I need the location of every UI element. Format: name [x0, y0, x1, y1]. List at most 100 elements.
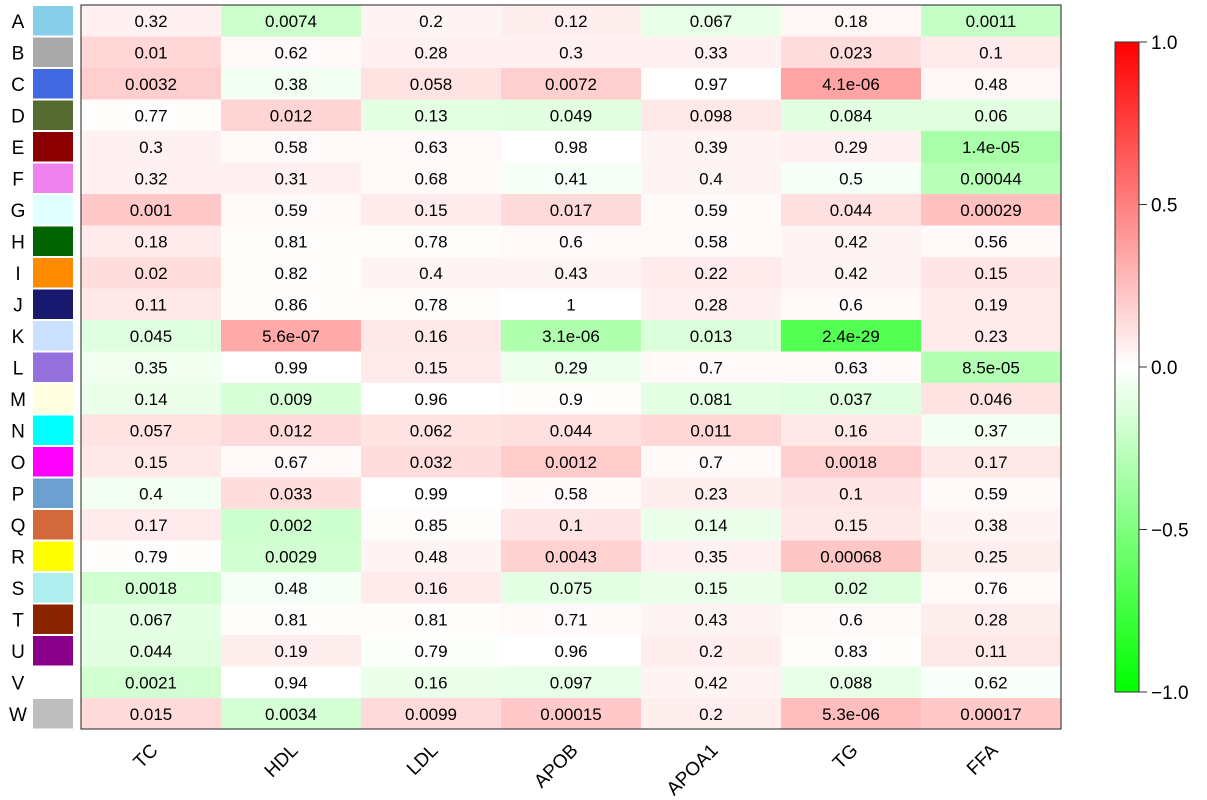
- heatmap-cell: [221, 36, 361, 68]
- cell-value-label: 0.86: [274, 295, 307, 314]
- heatmap-cell: [361, 162, 501, 194]
- cell-value-label: 0.59: [274, 201, 307, 220]
- heatmap-cell: [641, 288, 781, 320]
- heatmap-cell: [221, 225, 361, 257]
- row-color-swatch: [33, 541, 73, 571]
- heatmap-cell: [781, 225, 921, 257]
- column-label: LDL: [403, 740, 442, 779]
- cell-value-label: 0.015: [130, 705, 173, 724]
- cell-value-label: 0.67: [274, 453, 307, 472]
- cell-value-label: 0.38: [974, 516, 1007, 535]
- heatmap-cell: [501, 36, 641, 68]
- heatmap-cell: [501, 225, 641, 257]
- cell-value-label: 0.58: [694, 232, 727, 251]
- heatmap-cell: [921, 131, 1061, 163]
- row-label: C: [11, 75, 25, 96]
- cell-value-label: 0.9: [559, 390, 583, 409]
- heatmap-cell: [921, 477, 1061, 509]
- heatmap-cell: [221, 131, 361, 163]
- cell-value-label: 0.0021: [125, 673, 177, 692]
- column-label: TG: [829, 740, 863, 774]
- row-label: B: [12, 43, 25, 64]
- row-label: A: [12, 12, 25, 33]
- heatmap-cell: [781, 320, 921, 352]
- heatmap-cell: [501, 477, 641, 509]
- heatmap-cell: [781, 5, 921, 37]
- heatmap-cell: [501, 131, 641, 163]
- cell-value-label: 0.32: [134, 169, 167, 188]
- row-color-swatches: [33, 6, 73, 729]
- cell-value-label: 0.16: [414, 579, 447, 598]
- cell-value-label: 0.15: [974, 264, 1007, 283]
- plot-frame: [80, 4, 1062, 730]
- row-label: Q: [11, 516, 26, 537]
- heatmap-cell: [361, 414, 501, 446]
- cell-value-label: 0.0018: [125, 579, 177, 598]
- cell-value-label: 0.044: [830, 201, 873, 220]
- cell-value-label: 0.4: [139, 484, 163, 503]
- row-color-swatch: [33, 37, 73, 67]
- color-legend: 1.0 0.5 0.0 −0.5 −1.0: [1114, 33, 1189, 704]
- heatmap-cell: [781, 666, 921, 698]
- row-label: K: [12, 327, 25, 348]
- cell-value-label: 0.049: [550, 106, 593, 125]
- cell-value-label: 0.14: [694, 516, 727, 535]
- heatmap-cell: [781, 540, 921, 572]
- column-label: TC: [130, 740, 163, 773]
- cell-value-label: 0.4: [419, 264, 443, 283]
- heatmap-cell: [81, 635, 221, 667]
- heatmap-cell: [641, 509, 781, 541]
- cell-value-label: 0.33: [694, 43, 727, 62]
- heatmap-cell: [81, 99, 221, 131]
- heatmap-cell: [921, 383, 1061, 415]
- heatmap-cell: [501, 5, 641, 37]
- cell-value-label: 0.012: [270, 421, 313, 440]
- cell-value-label: 0.001: [130, 201, 173, 220]
- cell-value-label: 0.011: [690, 421, 731, 440]
- heatmap-cell: [641, 383, 781, 415]
- heatmap-cell: [501, 509, 641, 541]
- heatmap-cell: [501, 288, 641, 320]
- column-label: APOB: [530, 740, 582, 792]
- heatmap-cell: [921, 635, 1061, 667]
- cell-value-label: 0.058: [410, 75, 453, 94]
- cell-value-label: 0.002: [270, 516, 313, 535]
- heatmap-cell: [221, 572, 361, 604]
- cell-value-label: 1: [566, 295, 575, 314]
- cell-value-label: 0.42: [694, 673, 727, 692]
- heatmap-cell: [501, 99, 641, 131]
- row-color-swatch: [33, 478, 73, 508]
- heatmap-cell: [781, 509, 921, 541]
- heatmap-cell: [641, 351, 781, 383]
- heatmap-cell: [921, 225, 1061, 257]
- row-label: U: [11, 642, 25, 663]
- row-color-swatch: [33, 447, 73, 477]
- heatmap-cell: [641, 572, 781, 604]
- heatmap-cell: [221, 666, 361, 698]
- heatmap-cell: [361, 68, 501, 100]
- heatmap-cell: [81, 383, 221, 415]
- heatmap-cell: [641, 68, 781, 100]
- cell-value-label: 0.13: [414, 106, 447, 125]
- cell-value-label: 0.0011: [966, 12, 1017, 31]
- cell-value-label: 0.43: [554, 264, 587, 283]
- cell-value-label: 0.00029: [960, 201, 1021, 220]
- row-color-swatch: [33, 699, 73, 729]
- cell-value-label: 0.79: [134, 547, 167, 566]
- cell-value-label: 0.0018: [825, 453, 877, 472]
- heatmap-cell: [81, 288, 221, 320]
- heatmap-cell: [81, 5, 221, 37]
- cell-value-label: 0.6: [839, 295, 863, 314]
- heatmap-cell: [501, 635, 641, 667]
- heatmap-cell: [781, 603, 921, 635]
- heatmap-cell: [641, 194, 781, 226]
- cell-value-label: 0.39: [694, 138, 727, 157]
- heatmap-cell: [501, 68, 641, 100]
- cell-value-label: 0.15: [414, 201, 447, 220]
- cell-value-label: 0.15: [694, 579, 727, 598]
- heatmap-cell: [781, 257, 921, 289]
- heatmap-cell: [921, 288, 1061, 320]
- heatmap-cell: [221, 414, 361, 446]
- cell-value-label: 0.94: [274, 673, 307, 692]
- heatmap-cell: [81, 572, 221, 604]
